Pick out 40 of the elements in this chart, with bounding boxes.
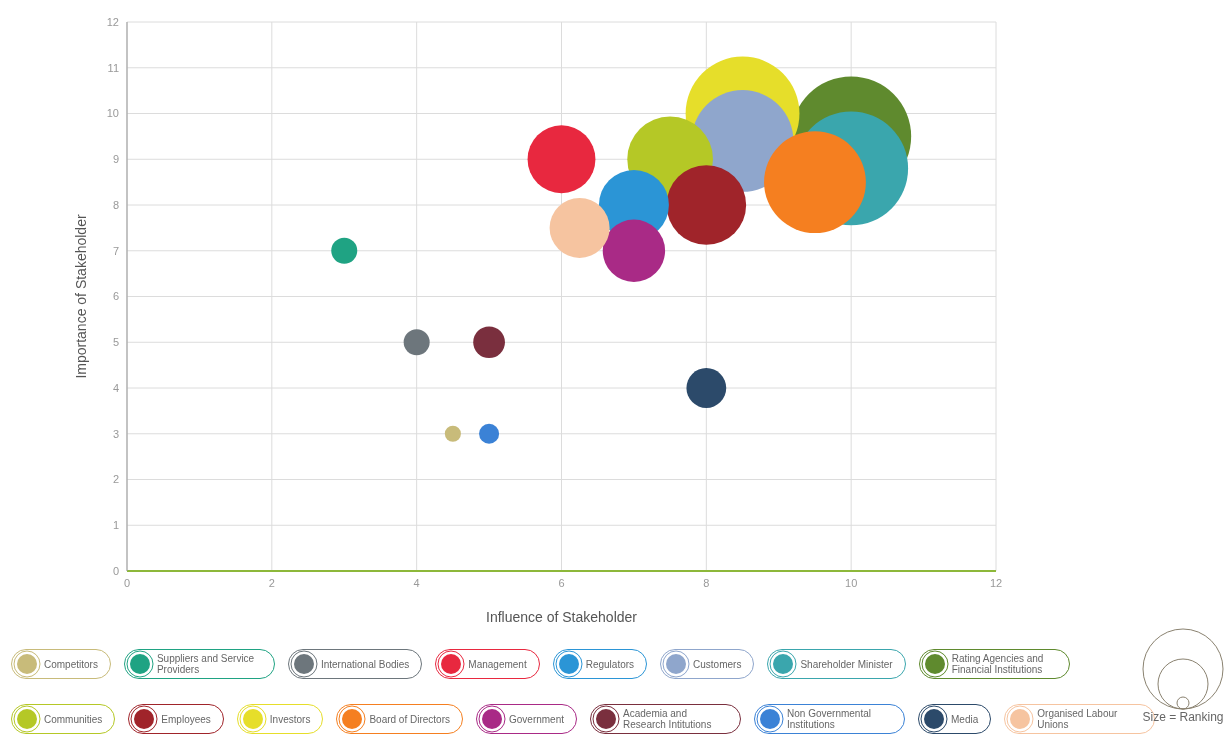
y-tick-label: 4: [112, 381, 119, 394]
legend-label: Customers: [693, 658, 742, 670]
legend-label: Investors: [269, 713, 311, 725]
x-axis-title: Influence of Stakeholder: [486, 609, 638, 625]
x-tick-label: 0: [123, 576, 131, 589]
legend-label: Non Governmental Institutions: [787, 708, 872, 730]
y-tick-label: 8: [112, 198, 119, 211]
legend-label: Regulators: [585, 658, 635, 670]
legend-label: Rating Agencies and Financial Institutions: [951, 653, 1045, 675]
y-tick-label: 5: [112, 336, 119, 349]
legend-label: Academia and Research Intitutions: [623, 708, 713, 730]
legend-label: Organised Labour Unions: [1037, 708, 1119, 730]
legend-label: Employees: [161, 713, 211, 725]
x-tick-label: 10: [845, 576, 858, 589]
legend-label: International Bodies: [320, 658, 410, 670]
legend-label: Media: [951, 713, 979, 725]
y-tick-label: 7: [112, 244, 119, 257]
x-tick-label: 8: [703, 576, 710, 589]
legend-label: Shareholder Minister: [800, 658, 893, 670]
y-tick-label: 9: [112, 153, 119, 166]
y-tick-label: 6: [112, 290, 119, 303]
x-tick-label: 6: [558, 576, 565, 589]
legend-label: Suppliers and Service Providers: [156, 653, 256, 675]
legend-label: Board of Directors: [369, 713, 450, 725]
y-tick-label: 10: [106, 107, 119, 120]
y-tick-label: 11: [107, 61, 119, 74]
legend-label: Communities: [44, 713, 103, 725]
x-tick-label: 12: [989, 576, 1003, 589]
x-tick-label: 4: [413, 576, 420, 589]
legend-label: Management: [468, 658, 527, 670]
y-tick-label: 1: [112, 519, 119, 532]
x-tick-label: 2: [268, 576, 275, 589]
y-tick-label: 3: [112, 427, 119, 440]
legend-label: Competitors: [44, 658, 98, 670]
legend-label: Government: [509, 713, 565, 725]
text: Size = Ranking: [1142, 710, 1224, 724]
y-tick-label: 12: [106, 15, 119, 28]
y-tick-label: 0: [112, 564, 119, 577]
y-axis-title: Importance of Stakeholder: [72, 214, 89, 379]
y-tick-label: 2: [112, 473, 119, 486]
